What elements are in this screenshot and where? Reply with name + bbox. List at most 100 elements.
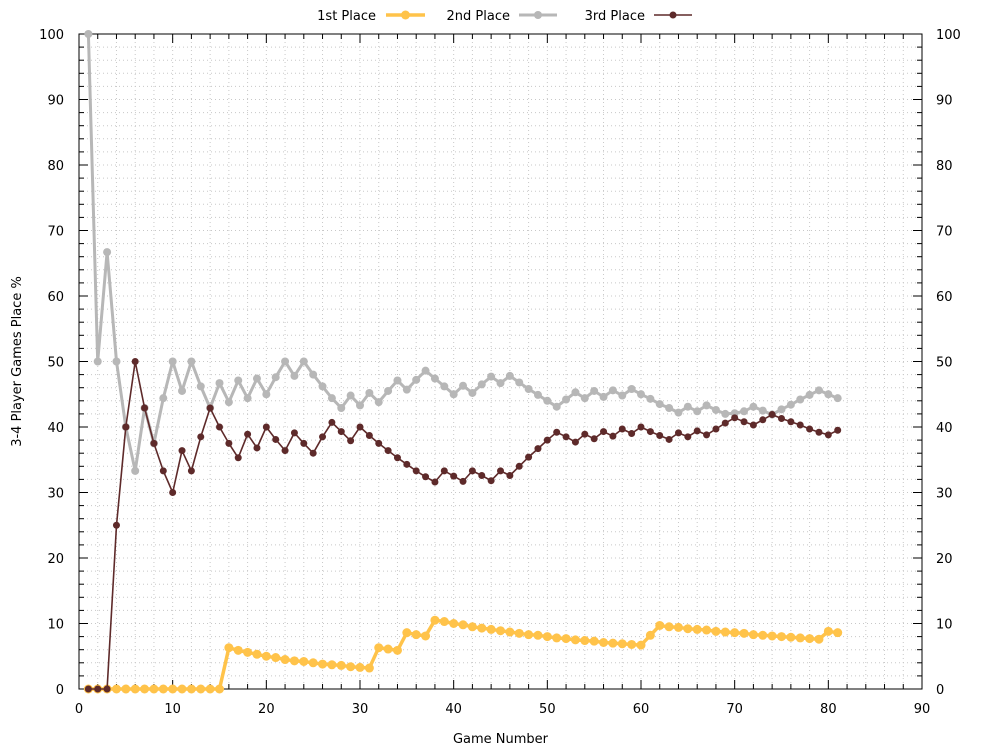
data-point	[430, 374, 439, 383]
data-point	[206, 404, 214, 412]
data-point	[178, 386, 187, 395]
legend: 1st Place 2nd Place 3rd Place	[317, 9, 692, 24]
data-point	[833, 628, 843, 638]
data-point	[665, 435, 673, 443]
data-point	[543, 436, 551, 444]
data-point	[196, 382, 205, 391]
data-point	[299, 357, 308, 366]
data-point	[627, 385, 636, 394]
legend-entry: 1st Place	[317, 9, 425, 24]
data-point	[177, 684, 187, 694]
data-point	[375, 439, 383, 447]
data-point	[683, 624, 693, 634]
data-point	[458, 620, 468, 630]
data-point	[589, 636, 599, 646]
data-point	[655, 400, 664, 409]
data-point	[468, 467, 476, 475]
y-tick-label-right: 70	[936, 225, 953, 240]
data-point	[308, 658, 318, 668]
data-point	[506, 471, 514, 479]
data-point	[318, 382, 327, 391]
y-tick-label-right: 100	[936, 28, 961, 43]
data-point	[459, 477, 467, 485]
y-tick-label: 100	[39, 28, 64, 43]
data-point	[262, 390, 271, 399]
data-point	[84, 685, 92, 693]
data-point	[561, 634, 571, 644]
data-point	[233, 645, 243, 655]
data-point	[159, 394, 168, 403]
data-point	[289, 656, 299, 666]
data-point	[449, 390, 458, 399]
data-point	[374, 643, 384, 653]
data-point	[103, 248, 112, 257]
data-point	[543, 396, 552, 405]
legend-marker	[669, 11, 677, 19]
x-tick-label: 40	[445, 702, 462, 717]
data-point	[514, 628, 524, 638]
data-point	[824, 431, 832, 439]
data-point	[581, 430, 589, 438]
y-tick-label-right: 90	[936, 94, 953, 109]
x-tick-label: 60	[633, 702, 650, 717]
data-point	[205, 684, 215, 694]
data-point	[664, 622, 674, 632]
data-point	[365, 388, 374, 397]
data-point	[777, 405, 786, 414]
data-point	[186, 684, 196, 694]
data-point	[786, 632, 796, 642]
data-point	[412, 375, 421, 384]
data-point	[542, 632, 552, 642]
data-point	[224, 398, 233, 407]
x-tick-label: 20	[258, 702, 275, 717]
x-tick-label: 10	[164, 702, 181, 717]
y-tick-label: 50	[47, 356, 64, 371]
y-tick-label-right: 10	[936, 618, 953, 633]
data-point	[280, 655, 290, 665]
data-point	[571, 388, 580, 397]
data-point	[393, 454, 401, 462]
data-point	[496, 626, 505, 636]
data-point	[215, 379, 224, 388]
data-point	[570, 635, 580, 645]
x-tick-label: 80	[820, 702, 837, 717]
data-point	[525, 453, 533, 461]
data-point	[806, 425, 814, 433]
x-tick-label: 30	[352, 702, 369, 717]
y-tick-label-right: 60	[936, 290, 953, 305]
data-point	[402, 628, 412, 638]
data-point	[580, 394, 589, 403]
data-point	[216, 423, 223, 431]
data-point	[748, 630, 758, 640]
data-point	[84, 30, 93, 38]
data-point	[673, 622, 683, 632]
y-tick-label: 30	[47, 487, 64, 502]
data-point	[702, 401, 711, 410]
data-point	[693, 407, 702, 416]
data-point	[692, 624, 702, 634]
data-point	[168, 684, 178, 694]
data-point	[430, 615, 440, 625]
data-point	[758, 406, 767, 415]
data-point	[486, 624, 496, 634]
data-point	[711, 626, 721, 636]
data-point	[150, 439, 158, 447]
y-tick-label: 0	[56, 683, 64, 698]
y-tick-label: 90	[47, 94, 64, 109]
data-point	[234, 454, 242, 462]
data-point	[336, 660, 346, 670]
y-tick-label-right: 40	[936, 421, 953, 436]
data-point	[533, 630, 543, 640]
data-point	[739, 628, 749, 638]
data-point	[299, 656, 309, 666]
y-tick-label: 20	[47, 552, 64, 567]
data-point	[346, 662, 356, 672]
data-point	[225, 439, 233, 447]
data-point	[290, 371, 299, 380]
data-point	[252, 374, 261, 383]
data-point	[618, 425, 626, 433]
data-point	[590, 435, 598, 443]
data-point	[252, 649, 262, 659]
data-point	[684, 433, 692, 441]
data-point	[721, 419, 729, 427]
